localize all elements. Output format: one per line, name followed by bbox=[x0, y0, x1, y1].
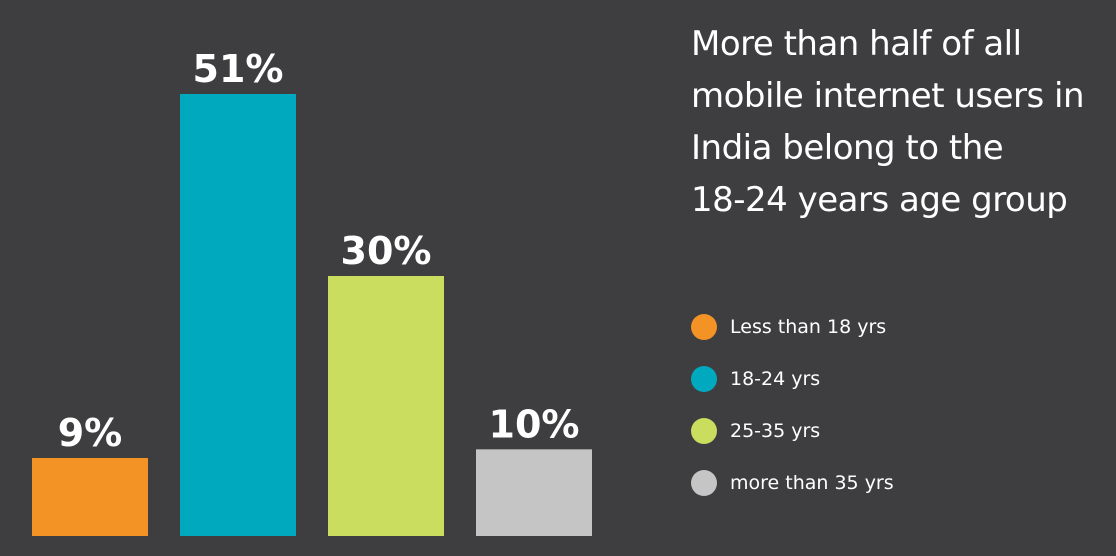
legend-swatch-less-than-18 bbox=[691, 314, 717, 340]
legend-item-less-than-18: Less than 18 yrs bbox=[691, 314, 894, 340]
headline-line-2: mobile internet users in bbox=[691, 76, 1085, 116]
bar-more-than-35-yrs bbox=[476, 449, 592, 536]
legend-item-25-35: 25-35 yrs bbox=[691, 418, 894, 444]
bar-value-label-25-35-yrs: 30% bbox=[341, 229, 432, 273]
chart-legend: Less than 18 yrs 18-24 yrs 25-35 yrs mor… bbox=[691, 314, 894, 522]
bars-group bbox=[32, 94, 592, 536]
bar-chart: 9% 51% 30% 10% bbox=[32, 47, 592, 536]
bar-less-than-18-yrs bbox=[32, 458, 148, 536]
headline-line-4: 18-24 years age group bbox=[691, 180, 1068, 220]
legend-item-more-than-35: more than 35 yrs bbox=[691, 470, 894, 496]
legend-swatch-more-than-35 bbox=[691, 470, 717, 496]
bar-25-35-yrs bbox=[328, 276, 444, 536]
legend-swatch-18-24 bbox=[691, 366, 717, 392]
legend-label-18-24: 18-24 yrs bbox=[730, 368, 821, 390]
legend-item-18-24: 18-24 yrs bbox=[691, 366, 894, 392]
bar-18-24-yrs bbox=[180, 94, 296, 536]
bar-value-label-less-than-18-yrs: 9% bbox=[58, 411, 123, 455]
legend-swatch-25-35 bbox=[691, 418, 717, 444]
bar-value-label-18-24-yrs: 51% bbox=[193, 47, 284, 91]
chart-headline: More than half of all mobile internet us… bbox=[691, 18, 1111, 226]
bar-labels-group: 9% 51% 30% 10% bbox=[58, 47, 580, 455]
headline-line-1: More than half of all bbox=[691, 24, 1022, 64]
bar-value-label-more-than-35-yrs: 10% bbox=[489, 402, 580, 446]
legend-label-25-35: 25-35 yrs bbox=[730, 420, 821, 442]
legend-label-less-than-18: Less than 18 yrs bbox=[730, 316, 887, 338]
legend-label-more-than-35: more than 35 yrs bbox=[730, 472, 894, 494]
headline-line-3: India belong to the bbox=[691, 128, 1004, 168]
